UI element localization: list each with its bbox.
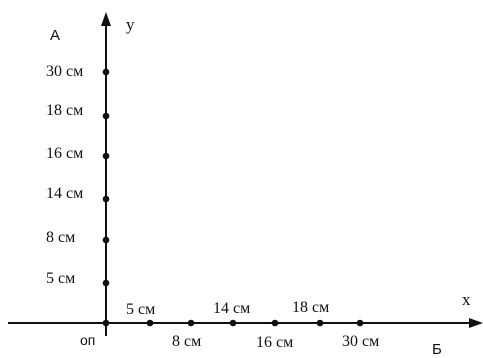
x-point-14 [229, 319, 237, 327]
y-axis-label: у [126, 15, 135, 34]
y-point-14 [102, 195, 110, 203]
x-point-8 [187, 319, 195, 327]
x-point-18-label: 18 см [292, 299, 329, 316]
corner-label-bottom-right: Б [432, 341, 442, 358]
y-axis-arrowhead [101, 12, 111, 26]
x-point-16 [271, 319, 279, 327]
x-point-14-label: 14 см [213, 300, 250, 317]
y-point-30-label: 30 см [46, 63, 83, 80]
x-point-16-label: 16 см [256, 334, 293, 351]
x-point-30-label: 30 см [342, 333, 379, 350]
y-point-8-label: 8 см [46, 229, 75, 246]
y-point-30 [102, 68, 110, 76]
x-axis-label: x [462, 290, 471, 309]
y-point-14-label: 14 см [46, 185, 83, 202]
y-point-18-label: 18 см [46, 102, 83, 119]
corner-label-top-left: А [50, 27, 60, 44]
x-point-5-label: 5 см [126, 301, 155, 318]
x-axis-arrowhead [469, 318, 483, 328]
x-point-30 [356, 319, 364, 327]
x-point-8-label: 8 см [172, 333, 201, 350]
y-point-5-label: 5 см [46, 270, 75, 287]
y-point-5 [102, 279, 110, 287]
origin-point [102, 319, 110, 327]
y-point-8 [102, 236, 110, 244]
y-point-16 [102, 152, 110, 160]
x-point-18 [316, 319, 324, 327]
y-point-18 [102, 112, 110, 120]
origin-label: оп [80, 332, 95, 348]
x-point-5 [146, 319, 154, 327]
y-point-16-label: 16 см [46, 145, 83, 162]
